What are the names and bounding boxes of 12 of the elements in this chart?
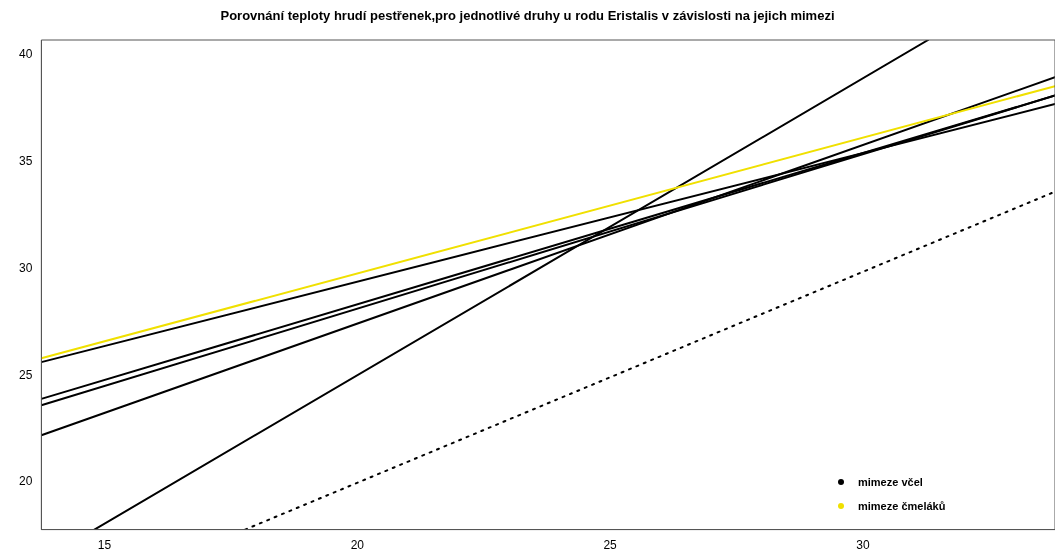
legend-label: mimeze čmeláků bbox=[858, 500, 946, 512]
legend-label: mimeze včel bbox=[858, 476, 923, 488]
x-tick-label: 15 bbox=[97, 538, 112, 553]
y-tick-label: 40 bbox=[18, 47, 33, 62]
x-tick-label: 20 bbox=[350, 538, 365, 553]
y-tick-label: 25 bbox=[18, 367, 33, 382]
y-tick-label: 20 bbox=[18, 474, 33, 489]
chart-title: Porovnání teploty hrudí pestřenek,pro jednotlivé druhy u rodu Eristalis v závislosti na jejich mimezi bbox=[219, 8, 836, 23]
y-tick-label: 30 bbox=[18, 260, 33, 275]
x-tick-label: 30 bbox=[856, 538, 870, 553]
x-tick-label: 25 bbox=[603, 538, 618, 553]
y-tick-label: 35 bbox=[18, 154, 33, 169]
